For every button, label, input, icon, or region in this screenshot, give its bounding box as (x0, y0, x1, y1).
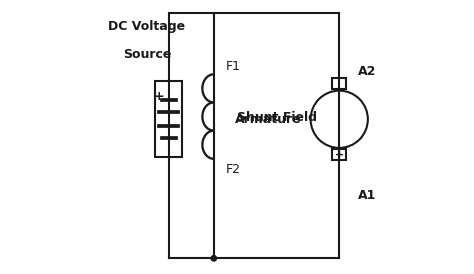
Bar (155, 81, 182, 158)
Text: Source: Source (123, 48, 171, 61)
Text: Armature: Armature (235, 113, 301, 126)
Text: A2: A2 (358, 65, 377, 78)
Text: +: + (335, 150, 344, 160)
Text: Shunt Field: Shunt Field (237, 112, 317, 124)
Bar (332, 78, 346, 89)
Text: A1: A1 (358, 189, 377, 202)
Text: +: + (153, 90, 164, 102)
Text: F2: F2 (226, 163, 241, 176)
Text: DC Voltage: DC Voltage (109, 20, 186, 33)
Bar (332, 149, 346, 160)
Text: F1: F1 (226, 60, 241, 73)
Circle shape (211, 256, 217, 261)
